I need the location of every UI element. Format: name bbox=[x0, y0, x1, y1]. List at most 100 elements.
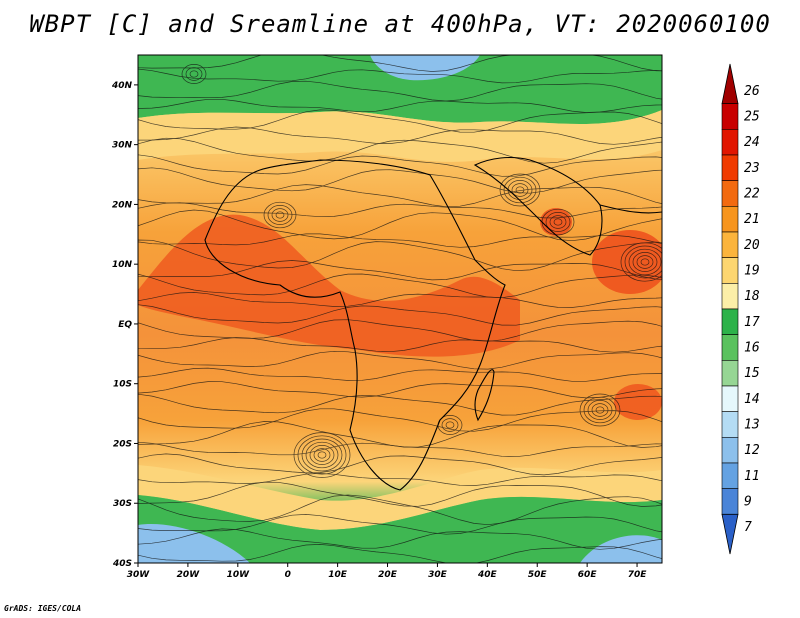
streamline-eddy bbox=[305, 441, 339, 469]
streamline bbox=[138, 126, 662, 145]
wbpt-band-north-yellow bbox=[138, 110, 662, 162]
streamlines-layer bbox=[138, 55, 662, 563]
streamline bbox=[138, 68, 662, 84]
lon-tick-label: 0 bbox=[285, 570, 291, 580]
lon-tick-label: 70E bbox=[628, 570, 648, 580]
streamline-eddy bbox=[553, 218, 563, 226]
colorbar-segment bbox=[721, 231, 739, 258]
streamline bbox=[138, 80, 662, 102]
colorbar-label: 23 bbox=[744, 161, 760, 176]
streamline-eddy bbox=[499, 173, 541, 207]
map-frame bbox=[137, 54, 663, 564]
streamline bbox=[138, 408, 662, 432]
streamline-eddy bbox=[636, 255, 654, 269]
streamline bbox=[138, 304, 662, 326]
lat-tick-label: 30N bbox=[112, 141, 133, 151]
streamline bbox=[138, 167, 662, 194]
streamline bbox=[138, 367, 662, 382]
streamline-eddy bbox=[545, 212, 571, 232]
streamline bbox=[138, 544, 662, 563]
streamline-eddy bbox=[579, 393, 621, 427]
wbpt-band-south-green bbox=[138, 495, 662, 563]
streamline-eddy bbox=[632, 252, 658, 272]
wbpt-band-north-blue bbox=[370, 55, 480, 81]
lat-tick-label: 10N bbox=[112, 260, 133, 270]
colorbar-label: 22 bbox=[744, 187, 760, 202]
colorbar-label: 21 bbox=[744, 212, 760, 227]
streamline bbox=[138, 350, 662, 370]
lat-tick-label: EQ bbox=[118, 320, 132, 330]
streamline bbox=[138, 55, 662, 72]
streamline-eddy bbox=[271, 208, 289, 222]
colorbar-segment bbox=[721, 411, 739, 438]
wbpt-warm-core-indian-ocean bbox=[614, 384, 662, 420]
lon-tick-label: 20E bbox=[378, 570, 398, 580]
streamline bbox=[138, 273, 662, 299]
streamline-eddy bbox=[445, 421, 455, 429]
map-title: WBPT [C] and Sreamline at 400hPa, VT: 20… bbox=[29, 10, 771, 38]
streamline-eddy bbox=[595, 406, 605, 414]
lon-tick-label: 20W bbox=[177, 570, 201, 580]
coastlines-layer bbox=[204, 156, 662, 491]
streamline-eddy bbox=[263, 201, 297, 229]
streamline bbox=[138, 184, 662, 208]
streamline-eddy bbox=[185, 67, 203, 81]
madagascar-coastline bbox=[474, 369, 495, 422]
streamline bbox=[138, 202, 662, 219]
colorbar-label: 25 bbox=[744, 110, 760, 125]
colorbar-label: 18 bbox=[744, 289, 760, 304]
streamline bbox=[138, 494, 662, 526]
wbpt-warm-core-east bbox=[592, 230, 662, 294]
lat-tick-label: 40S bbox=[112, 559, 132, 569]
streamline-eddy bbox=[267, 205, 293, 225]
colorbar-label: 11 bbox=[744, 469, 760, 484]
streamline bbox=[138, 514, 662, 535]
lat-tick-label: 10S bbox=[113, 380, 132, 390]
wbpt-band-south-blue-east bbox=[580, 535, 662, 563]
colorbar-segment bbox=[721, 103, 739, 130]
streamline-eddy bbox=[511, 183, 529, 197]
wbpt-warm-core-arabia bbox=[540, 208, 572, 236]
streamline-eddy bbox=[275, 211, 285, 219]
colorbar-segment bbox=[721, 308, 739, 335]
streamline-eddy bbox=[587, 400, 613, 420]
streamline bbox=[138, 209, 662, 242]
streamline-eddy bbox=[309, 445, 335, 465]
streamline bbox=[138, 239, 662, 272]
colorbar-bottom-arrow bbox=[721, 513, 739, 555]
colorbar-segment bbox=[721, 206, 739, 233]
colorbar: 26 25 24 23 22 21 20 19 18 17 16 15 14 13 12 11 9 7 bbox=[721, 63, 760, 555]
lon-tick-label: 30E bbox=[428, 570, 448, 580]
streamline bbox=[138, 337, 662, 353]
asia-coastline bbox=[599, 204, 662, 214]
grads-credit: GrADS: IGES/COLA bbox=[4, 604, 82, 613]
colorbar-label: 24 bbox=[744, 135, 760, 150]
lon-tick-label: 30W bbox=[127, 570, 151, 580]
streamline bbox=[138, 393, 662, 416]
wbpt-band-south-blue-west bbox=[138, 524, 250, 563]
colorbar-label: 19 bbox=[744, 264, 760, 279]
lon-tick-label: 10W bbox=[227, 570, 251, 580]
streamline-eddy bbox=[181, 64, 207, 84]
streamline-eddy bbox=[503, 176, 537, 204]
colorbar-segment bbox=[721, 385, 739, 412]
lat-tick-label: 30S bbox=[113, 499, 132, 509]
lon-tick-label: 50E bbox=[528, 570, 548, 580]
streamline bbox=[138, 98, 662, 113]
colorbar-label: 17 bbox=[744, 315, 760, 330]
colorbar-segment bbox=[721, 437, 739, 464]
streamline bbox=[138, 453, 662, 476]
streamline bbox=[138, 260, 662, 281]
colorbar-top-arrow bbox=[721, 63, 739, 105]
colorbar-label: 9 bbox=[744, 495, 752, 510]
colorbar-label: 12 bbox=[744, 443, 760, 458]
streamline bbox=[138, 233, 662, 248]
streamline-eddy bbox=[591, 403, 609, 417]
colorbar-segment bbox=[721, 488, 739, 515]
streamline bbox=[138, 441, 662, 458]
colorbar-segment bbox=[721, 154, 739, 181]
streamline-eddy bbox=[620, 242, 662, 282]
colorbar-segment bbox=[721, 334, 739, 361]
colorbar-segment bbox=[721, 360, 739, 387]
colorbar-label: 13 bbox=[744, 418, 760, 433]
